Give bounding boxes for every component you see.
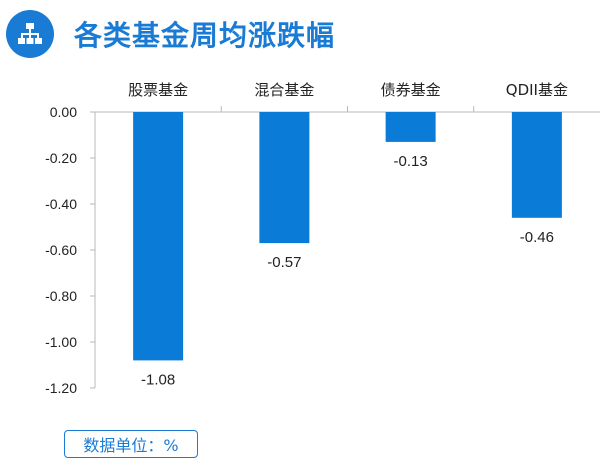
y-tick-label: -0.20 [45, 150, 77, 166]
category-label: 混合基金 [254, 81, 314, 99]
bar [511, 112, 562, 218]
y-tick-label: -1.20 [45, 380, 77, 396]
data-label: -0.46 [520, 229, 554, 246]
chart-header: 各类基金周均涨跌幅 [6, 10, 335, 58]
unit-label: 数据单位：% [64, 430, 198, 458]
category-label: 股票基金 [128, 81, 188, 99]
bar [259, 112, 310, 244]
bar [385, 112, 436, 142]
org-chart-icon [6, 10, 54, 58]
y-tick-label: -0.40 [45, 196, 77, 212]
bar [133, 112, 184, 361]
y-tick-label: -1.00 [45, 334, 77, 350]
data-label: -0.13 [394, 153, 428, 170]
chart-title: 各类基金周均涨跌幅 [74, 19, 336, 52]
data-label: -0.57 [267, 254, 301, 271]
data-label: -1.08 [141, 371, 175, 388]
y-tick-label: -0.60 [45, 242, 77, 258]
y-tick-label: 0.00 [50, 104, 77, 120]
y-tick-label: -0.80 [45, 288, 77, 304]
category-label: QDII基金 [506, 81, 568, 99]
category-label: 债券基金 [381, 81, 441, 99]
